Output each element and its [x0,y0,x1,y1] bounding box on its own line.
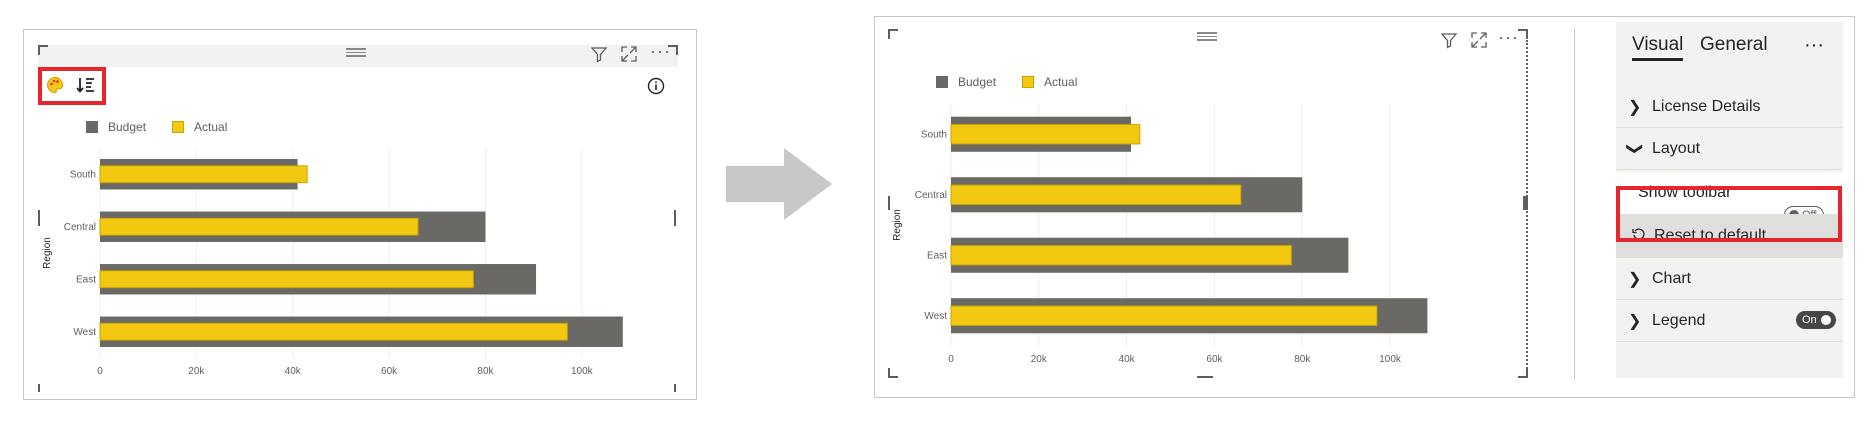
resize-corner-tl[interactable] [888,29,898,39]
bar-actual [950,245,1292,266]
x-tick-label: 80k [1294,354,1311,365]
legend-swatch-actual [172,121,185,133]
section-label: Chart [1652,269,1692,287]
legend-swatch-budget [86,121,98,133]
resize-handle-right[interactable] [674,210,676,226]
legend-label-actual: Actual [194,120,228,134]
x-tick-label: 60k [381,366,398,377]
legend-toggle[interactable]: On [1796,311,1836,329]
legend-label-actual: Actual [1044,75,1078,89]
section-label: Layout [1652,139,1701,157]
bar-actual [950,184,1242,205]
left-legend: Budget Actual [86,120,253,134]
category-label: Central [64,222,96,233]
section-legend[interactable]: ❯ Legend [1616,300,1843,342]
category-label: East [76,274,96,285]
palette-icon[interactable] [46,76,64,99]
more-options-icon[interactable]: ··· [1498,27,1519,47]
category-label: West [924,311,947,322]
category-label: South [921,129,947,140]
resize-handle-bottom[interactable] [1197,376,1213,378]
toggle-knob [1820,315,1831,325]
show-toolbar-highlight [1616,186,1842,242]
pane-divider [1574,28,1575,380]
category-label: West [73,327,96,338]
transition-arrow-icon [726,148,832,220]
section-layout[interactable]: ❯ Layout [1616,128,1843,170]
x-tick-label: 20k [188,366,205,377]
resize-corner-tr[interactable] [1518,29,1528,39]
chevron-right-icon: ❯ [1628,312,1642,330]
chevron-down-icon: ❯ [1626,141,1643,155]
chevron-right-icon: ❯ [1628,98,1642,116]
toggle-state: On [1802,314,1817,326]
section-license-details[interactable]: ❯ License Details [1616,86,1843,128]
x-tick-label: 60k [1206,354,1223,365]
legend-swatch-budget [936,76,948,88]
x-tick-label: 100k [1379,354,1402,365]
bar-actual [99,217,419,236]
category-label: South [70,169,96,180]
resize-handle-bottom-right[interactable] [674,384,676,392]
left-bar-chart: 0 20k 40k 60k 80k 100k South Central East West Reg… [38,140,678,385]
x-tick-label: 100k [571,366,594,377]
more-options-icon[interactable]: ··· [650,41,671,61]
tab-visual[interactable]: Visual [1632,34,1684,61]
section-chart[interactable]: ❯ Chart [1616,258,1843,300]
drag-grip-icon[interactable] [346,46,366,57]
resize-handle-left[interactable] [888,196,890,210]
resize-corner-bl[interactable] [888,368,898,378]
focus-mode-icon[interactable] [620,45,638,68]
right-legend: Budget Actual [936,75,1103,89]
filter-icon[interactable] [1440,31,1458,54]
y-axis-title: Region [42,237,53,269]
x-tick-label: 80k [477,366,494,377]
info-icon[interactable] [647,77,665,100]
right-bar-chart: 0 20k 40k 60k 80k 100k South Central East West Reg… [888,96,1518,375]
toolbar-highlight [38,67,106,105]
x-tick-label: 40k [1119,354,1136,365]
resize-handle-right[interactable] [1523,196,1528,210]
legend-label-budget: Budget [958,75,997,89]
x-tick-label: 40k [285,366,302,377]
bar-actual [99,270,474,289]
bar-actual [99,165,308,184]
legend-label-budget: Budget [108,120,147,134]
bar-actual [99,322,568,341]
pane-more-options-icon[interactable]: ··· [1804,34,1824,56]
reset-icon [1632,227,1646,246]
x-tick-label: 0 [97,366,103,377]
category-label: Central [915,190,947,201]
y-axis-title: Region [892,209,903,241]
resize-corner-tr[interactable] [668,45,678,55]
chevron-right-icon: ❯ [1628,270,1642,288]
resize-handle-left[interactable] [38,210,40,226]
section-label: Legend [1652,311,1706,329]
x-tick-label: 20k [1031,354,1048,365]
resize-corner-tl[interactable] [38,45,48,55]
bar-actual [950,124,1141,145]
category-label: East [927,250,947,261]
focus-mode-icon[interactable] [1470,31,1488,54]
legend-swatch-actual [1022,76,1035,88]
x-tick-label: 0 [948,354,954,365]
drag-grip-icon[interactable] [1197,30,1217,41]
tab-general[interactable]: General [1700,34,1768,55]
bar-actual [950,305,1378,326]
section-label: License Details [1652,97,1761,115]
sort-icon[interactable] [76,76,96,99]
resize-handle-bottom-left[interactable] [38,384,40,392]
filter-icon[interactable] [590,45,608,68]
